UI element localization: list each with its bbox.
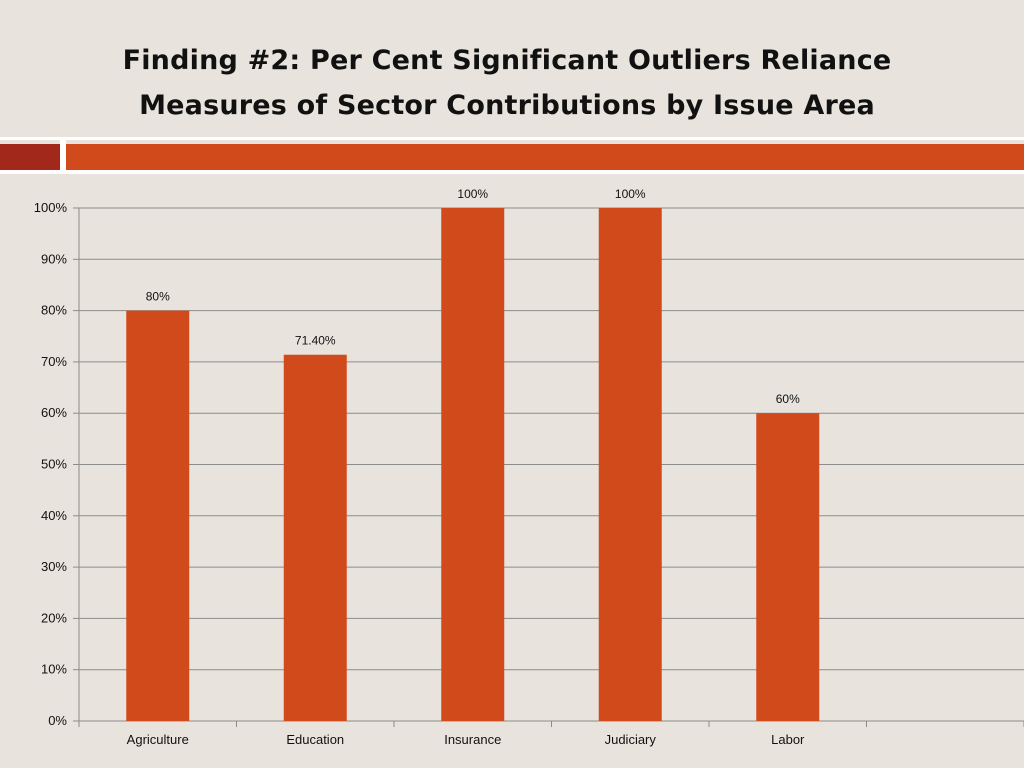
accent-bar-orange bbox=[66, 144, 1024, 170]
data-label: 100% bbox=[615, 187, 646, 201]
x-category-label: Labor bbox=[771, 732, 805, 747]
accent-bar-dark bbox=[0, 144, 60, 170]
y-tick-label: 100% bbox=[34, 200, 68, 215]
slide-title-area: Finding #2: Per Cent Significant Outlier… bbox=[0, 0, 1024, 138]
y-tick-label: 70% bbox=[41, 354, 67, 369]
y-tick-label: 10% bbox=[41, 662, 67, 677]
y-tick-label: 60% bbox=[41, 405, 67, 420]
data-label: 100% bbox=[457, 187, 488, 201]
x-category-label: Insurance bbox=[444, 732, 501, 747]
x-category-label: Agriculture bbox=[127, 732, 189, 747]
data-label: 80% bbox=[146, 290, 170, 304]
y-tick-label: 80% bbox=[41, 303, 67, 318]
bar bbox=[756, 413, 820, 721]
title-divider-bottom bbox=[0, 170, 1024, 174]
y-tick-label: 20% bbox=[41, 610, 67, 625]
y-tick-label: 0% bbox=[48, 713, 67, 728]
bar bbox=[441, 208, 505, 721]
bar bbox=[283, 354, 347, 721]
y-tick-label: 40% bbox=[41, 508, 67, 523]
data-label: 60% bbox=[776, 392, 800, 406]
x-category-label: Education bbox=[286, 732, 344, 747]
y-tick-label: 90% bbox=[41, 251, 67, 266]
bar bbox=[126, 310, 190, 721]
accent-bar-gap bbox=[60, 140, 66, 174]
slide-title-line-1: Finding #2: Per Cent Significant Outlier… bbox=[122, 45, 892, 76]
x-category-label: Judiciary bbox=[605, 732, 657, 747]
bar bbox=[598, 208, 662, 721]
title-divider-top bbox=[0, 137, 1024, 140]
y-tick-label: 50% bbox=[41, 457, 67, 472]
data-label: 71.40% bbox=[295, 334, 336, 348]
y-tick-label: 30% bbox=[41, 559, 67, 574]
slide-title-line-2: Measures of Sector Contributions by Issu… bbox=[139, 90, 875, 121]
